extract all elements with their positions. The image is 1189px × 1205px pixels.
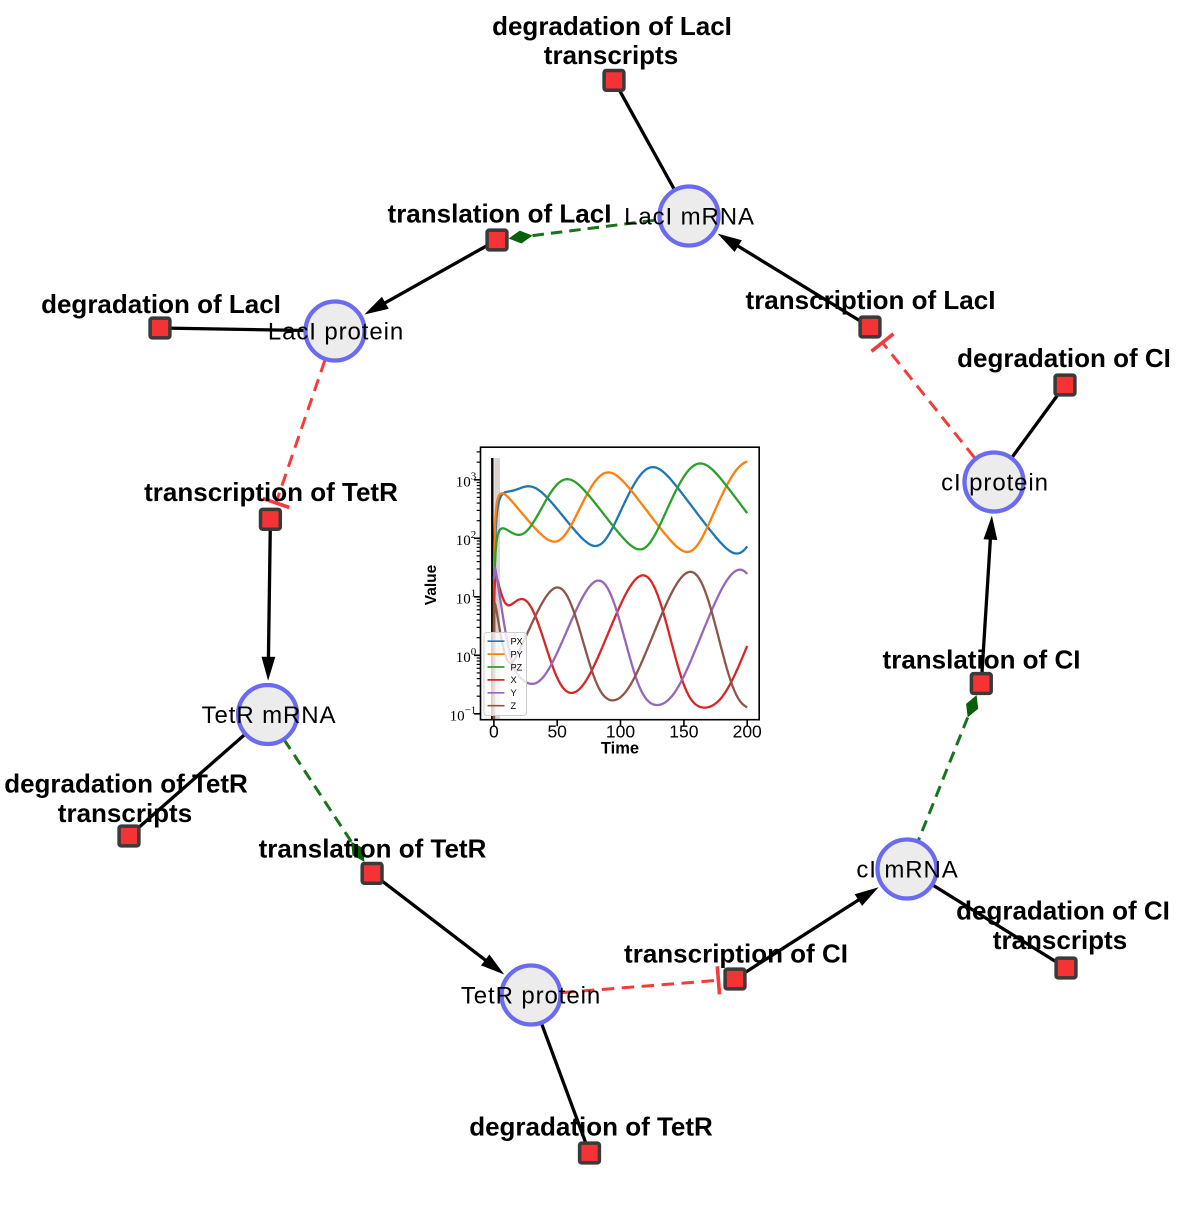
svg-text:cI protein: cI protein xyxy=(941,470,1049,497)
svg-text:LacI protein: LacI protein xyxy=(268,319,404,346)
svg-text:100: 100 xyxy=(606,722,635,742)
svg-text:Z: Z xyxy=(511,701,517,711)
svg-text:Value: Value xyxy=(423,564,440,605)
svg-text:0: 0 xyxy=(489,722,499,742)
svg-text:Time: Time xyxy=(601,740,639,758)
svg-text:translation of CI: translation of CI xyxy=(883,645,1081,675)
svg-text:cI mRNA: cI mRNA xyxy=(856,857,958,884)
svg-text:150: 150 xyxy=(669,722,698,742)
svg-text:LacI mRNA: LacI mRNA xyxy=(624,204,755,231)
svg-text:transcription of LacI: transcription of LacI xyxy=(746,285,996,315)
svg-text:degradation of TetR: degradation of TetR xyxy=(469,1112,713,1142)
svg-text:X: X xyxy=(511,675,517,685)
svg-text:transcription of TetR: transcription of TetR xyxy=(144,477,398,507)
svg-text:transcripts: transcripts xyxy=(544,40,678,70)
svg-text:PY: PY xyxy=(511,649,523,659)
svg-text:translation of LacI: translation of LacI xyxy=(388,198,612,228)
svg-text:transcription of CI: transcription of CI xyxy=(624,939,848,969)
svg-text:PZ: PZ xyxy=(511,662,523,672)
svg-text:transcripts: transcripts xyxy=(58,798,192,828)
svg-text:degradation of CI: degradation of CI xyxy=(956,896,1170,926)
svg-text:PX: PX xyxy=(511,637,523,647)
svg-text:Y: Y xyxy=(511,688,517,698)
svg-text:degradation of CI: degradation of CI xyxy=(957,343,1171,373)
svg-text:degradation of LacI: degradation of LacI xyxy=(492,11,732,41)
svg-text:200: 200 xyxy=(733,722,762,742)
svg-text:TetR mRNA: TetR mRNA xyxy=(202,702,337,729)
svg-text:50: 50 xyxy=(547,722,567,742)
svg-text:transcripts: transcripts xyxy=(993,925,1127,955)
svg-text:TetR protein: TetR protein xyxy=(461,983,601,1010)
svg-text:degradation of TetR: degradation of TetR xyxy=(4,769,248,799)
svg-text:translation of TetR: translation of TetR xyxy=(259,834,487,864)
svg-text:degradation of LacI: degradation of LacI xyxy=(41,289,281,319)
